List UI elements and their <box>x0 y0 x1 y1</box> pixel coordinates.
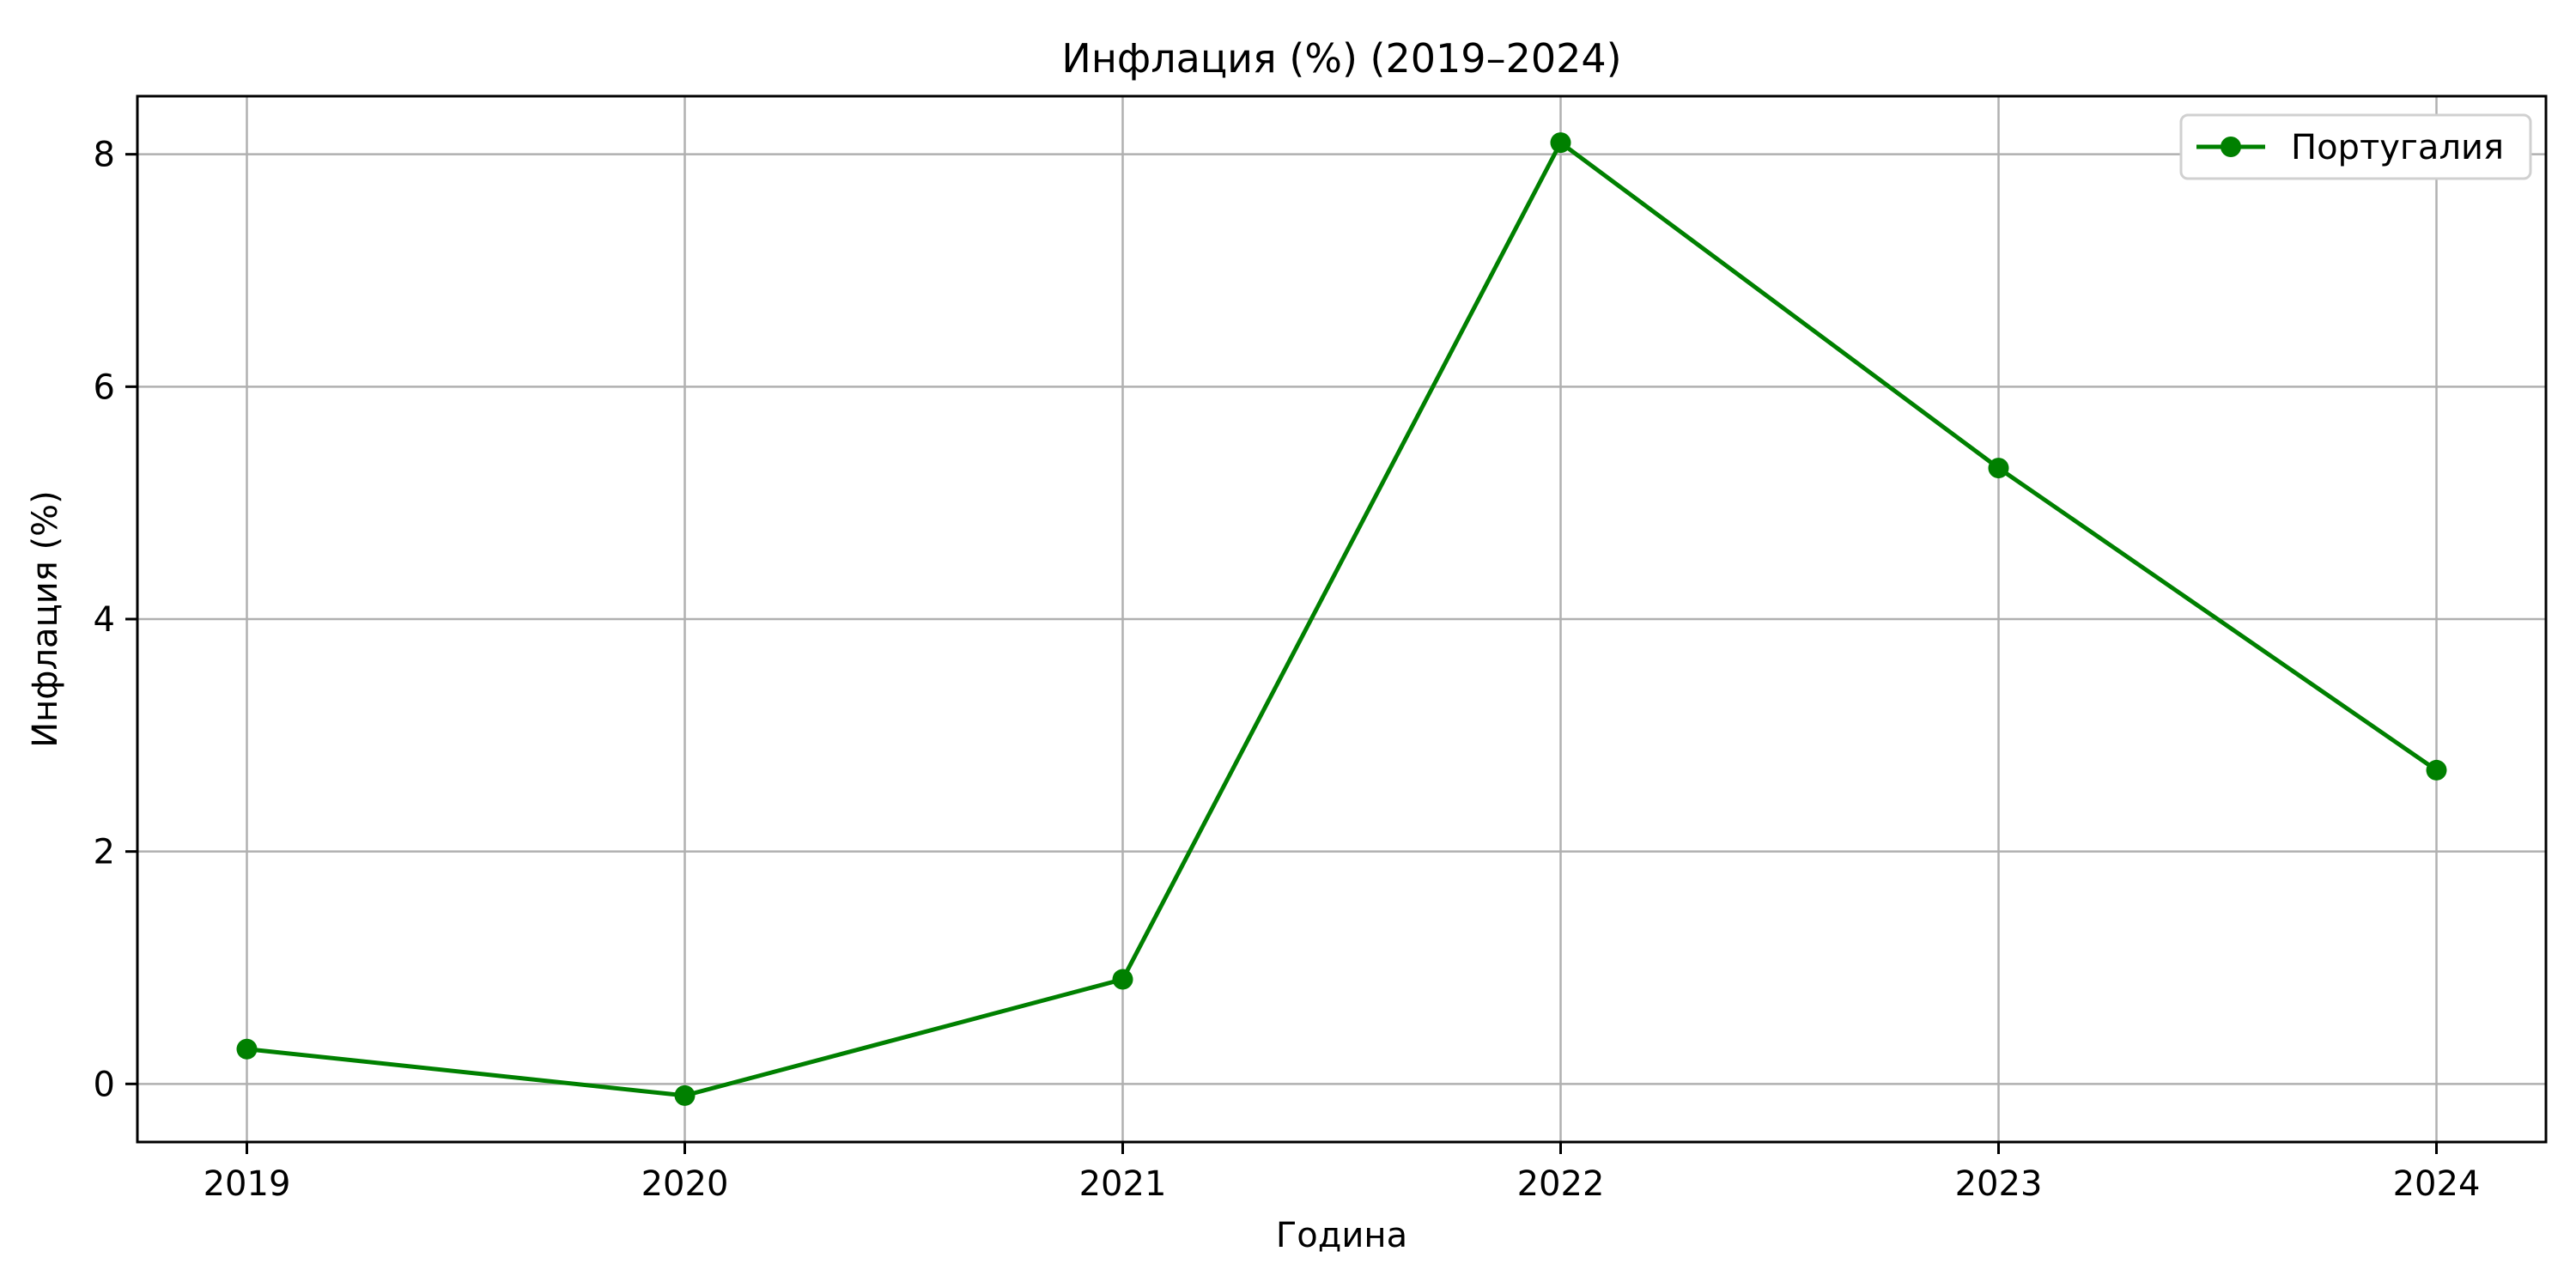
legend: Португалия <box>2179 113 2532 180</box>
data-point <box>236 1038 258 1060</box>
x-tick-label: 2019 <box>204 1164 291 1204</box>
y-tick-label: 6 <box>94 368 115 407</box>
y-tick-label: 4 <box>94 600 115 640</box>
x-tick-label: 2021 <box>1079 1164 1167 1204</box>
legend-marker <box>2221 137 2241 157</box>
data-point <box>1550 132 1571 154</box>
plot-area-frame <box>136 94 2548 1144</box>
x-tick-label: 2022 <box>1517 1164 1605 1204</box>
y-tick-label: 2 <box>94 833 115 872</box>
x-tick-label: 2020 <box>641 1164 729 1204</box>
data-point <box>674 1084 696 1106</box>
series-layer <box>236 132 2447 1106</box>
data-point <box>1988 458 2009 479</box>
legend-box <box>2179 113 2532 180</box>
series-line <box>246 140 2438 1098</box>
grid <box>137 96 2546 1142</box>
legend-label: Португалия <box>2291 128 2504 167</box>
y-tick-label: 0 <box>94 1065 115 1104</box>
y-tick-label: 8 <box>94 136 115 175</box>
x-tick-label: 2023 <box>1955 1164 2043 1204</box>
axis-ticks: 2019 2020 2021 2022 2023 2024 0 2 4 6 8 <box>94 136 2481 1204</box>
y-axis-title: Инфлация (%) <box>26 490 65 748</box>
x-axis-title: Година <box>1276 1216 1407 1255</box>
chart-title: Инфлация (%) (2019–2024) <box>1061 35 1621 82</box>
data-point <box>1112 969 1133 990</box>
x-tick-label: 2024 <box>2393 1164 2481 1204</box>
data-point <box>2426 759 2447 781</box>
